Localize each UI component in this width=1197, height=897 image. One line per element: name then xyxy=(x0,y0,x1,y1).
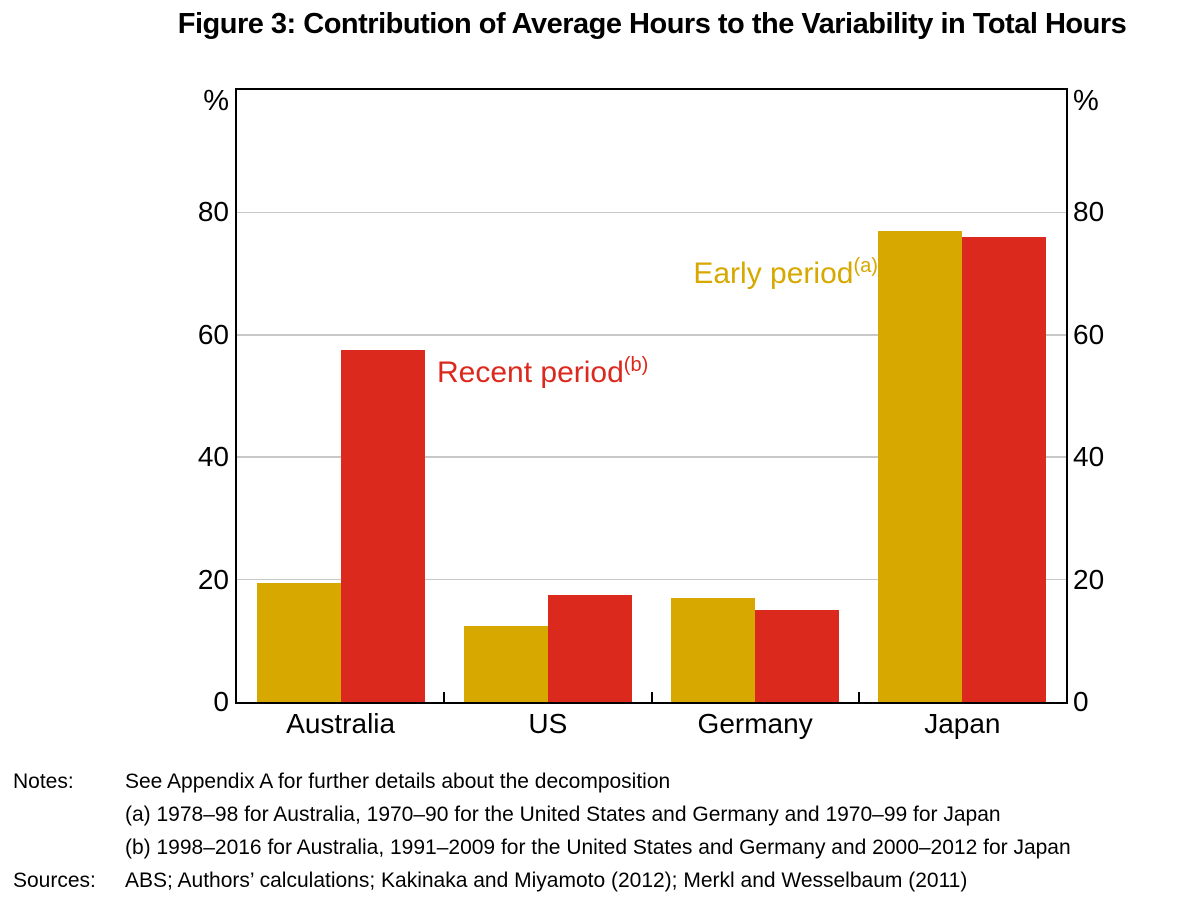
y-tick-label-left-80: 80 xyxy=(197,196,229,228)
category-label-australia: Australia xyxy=(286,708,396,739)
sources-text: ABS; Authors’ calculations; Kakinaka and… xyxy=(125,869,968,892)
y-tick-label-right-20: 20 xyxy=(1073,563,1105,595)
notes-label-spacer-2 xyxy=(13,831,125,864)
x-axis-tick-3 xyxy=(857,692,860,702)
category-label-germany: Germany xyxy=(697,708,813,739)
category-label-japan: Japan xyxy=(924,708,1001,739)
note-line-1: See Appendix A for further details about… xyxy=(125,770,671,793)
gridline-40 xyxy=(237,456,1066,458)
y-axis-unit-left: % xyxy=(203,85,229,117)
bar-early-period-australia xyxy=(256,582,341,702)
notes-label-spacer-1 xyxy=(13,798,125,831)
sources-label: Sources: xyxy=(13,869,96,892)
legend-recent-period: Recent period(b) xyxy=(437,354,649,390)
notes-label: Notes: xyxy=(13,770,74,793)
y-axis-unit-right: % xyxy=(1073,85,1099,117)
bar-early-period-us xyxy=(463,625,548,702)
y-tick-label-right-80: 80 xyxy=(1073,196,1105,228)
bar-early-period-germany xyxy=(671,597,756,702)
figure-title: Figure 3: Contribution of Average Hours … xyxy=(177,8,1127,40)
bar-recent-period-japan xyxy=(962,236,1047,702)
note-line-3: (b) 1998–2016 for Australia, 1991–2009 f… xyxy=(125,836,1071,859)
x-axis-tick-1 xyxy=(443,692,446,702)
legend-recent-period-note-ref: (b) xyxy=(623,354,649,376)
legend-recent-period-label: Recent period xyxy=(437,356,624,389)
plot-area xyxy=(235,88,1068,704)
gridline-80 xyxy=(237,211,1066,214)
notes-block: Notes: See Appendix A for further detail… xyxy=(13,765,1189,897)
y-tick-label-left-0: 0 xyxy=(213,686,229,717)
gridline-20 xyxy=(237,578,1066,581)
bar-recent-period-germany xyxy=(755,610,840,702)
y-tick-label-right-0: 0 xyxy=(1073,686,1089,717)
y-tick-label-left-20: 20 xyxy=(197,563,229,595)
y-tick-label-left-40: 40 xyxy=(197,441,229,473)
y-tick-label-right-60: 60 xyxy=(1073,318,1105,350)
legend-early-period: Early period(a) xyxy=(693,255,878,291)
gridline-60 xyxy=(237,334,1066,336)
y-tick-label-right-40: 40 xyxy=(1073,441,1105,473)
x-axis-tick-2 xyxy=(650,692,653,702)
y-tick-label-left-60: 60 xyxy=(197,318,229,350)
bar-recent-period-australia xyxy=(340,350,425,702)
legend-early-period-label: Early period xyxy=(693,257,854,290)
bar-early-period-japan xyxy=(878,230,963,702)
note-line-2: (a) 1978–98 for Australia, 1970–90 for t… xyxy=(125,803,1001,826)
bar-recent-period-us xyxy=(547,594,632,702)
legend-early-period-note-ref: (a) xyxy=(853,255,878,277)
category-label-us: US xyxy=(528,708,568,739)
